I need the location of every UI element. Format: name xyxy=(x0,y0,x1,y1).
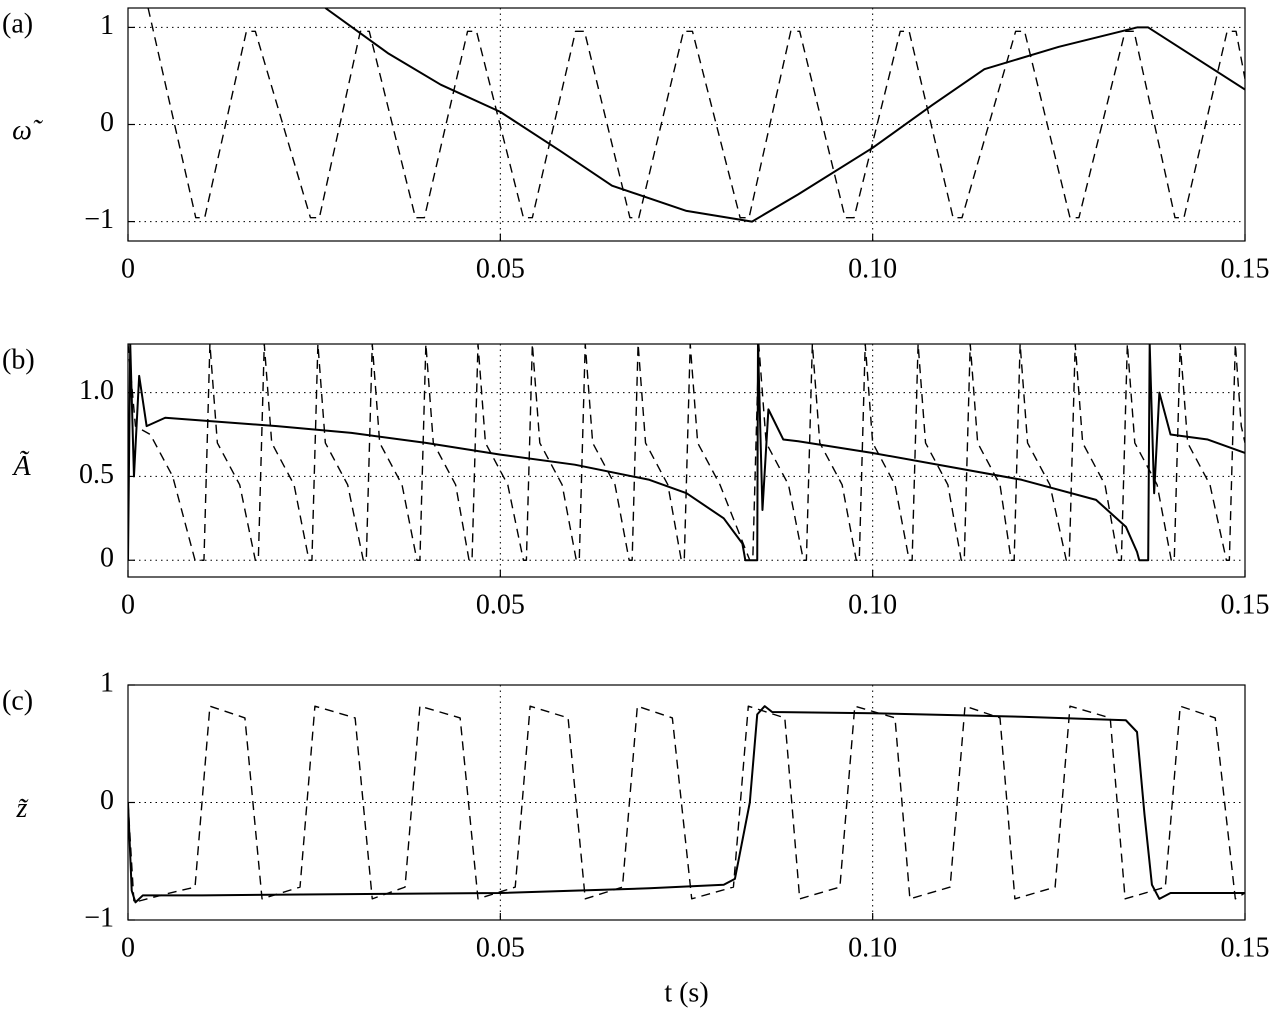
plot-area xyxy=(128,344,1245,562)
plot-frame xyxy=(127,7,1246,242)
series-line xyxy=(128,344,1245,561)
x-tick-label: 0.15 xyxy=(1221,932,1270,963)
series-line xyxy=(128,705,1245,904)
y-tick-label: 1.0 xyxy=(79,375,114,406)
x-tick-label: 0.15 xyxy=(1221,253,1270,284)
x-tick-label: 0 xyxy=(121,932,135,963)
series-line xyxy=(128,344,1245,562)
panel: 0 0.05 0.10 0.15−101(c)z̃t (s) xyxy=(2,667,1270,1008)
x-tick-label: 0.15 xyxy=(1221,589,1270,620)
x-tick-label: 0.05 xyxy=(476,253,525,284)
plot-frame xyxy=(127,684,1246,921)
panel: 0 0.05 0.10 0.15−101(a)ω̃ xyxy=(2,7,1270,284)
y-axis-label: z̃ xyxy=(16,793,30,824)
x-tick-label: 0.10 xyxy=(848,589,897,620)
x-tick-label: 0.10 xyxy=(848,932,897,963)
y-tick-label: 0 xyxy=(100,543,114,574)
panel-label: (a) xyxy=(2,8,33,39)
plot-frame xyxy=(127,343,1246,578)
y-tick-label: 0 xyxy=(100,785,114,816)
plot-area xyxy=(128,705,1245,904)
y-tick-label: 1 xyxy=(100,667,114,698)
series-line xyxy=(147,8,1245,219)
y-tick-label: −1 xyxy=(84,902,114,933)
y-tick-label: 1 xyxy=(100,10,114,41)
y-tick-label: 0 xyxy=(100,107,114,138)
x-tick-label: 0.05 xyxy=(476,932,525,963)
series-line xyxy=(128,705,1245,904)
series-line xyxy=(324,8,1245,223)
y-tick-label: −1 xyxy=(84,204,114,235)
x-axis-label: t (s) xyxy=(664,977,708,1008)
y-axis-label: Ã xyxy=(11,451,31,482)
panel-label: (b) xyxy=(2,344,35,375)
x-tick-label: 0 xyxy=(121,253,135,284)
plot-area xyxy=(147,8,1245,223)
panel: 0 0.05 0.10 0.15 0 0.5 1.0 (b) Ã xyxy=(2,343,1270,620)
y-tick-label: 0.5 xyxy=(79,459,114,490)
x-tick-label: 0 xyxy=(121,589,135,620)
panel-label: (c) xyxy=(2,685,33,716)
x-tick-label: 0.05 xyxy=(476,589,525,620)
y-axis-label: ω̃ xyxy=(12,115,44,146)
x-tick-label: 0.10 xyxy=(848,253,897,284)
